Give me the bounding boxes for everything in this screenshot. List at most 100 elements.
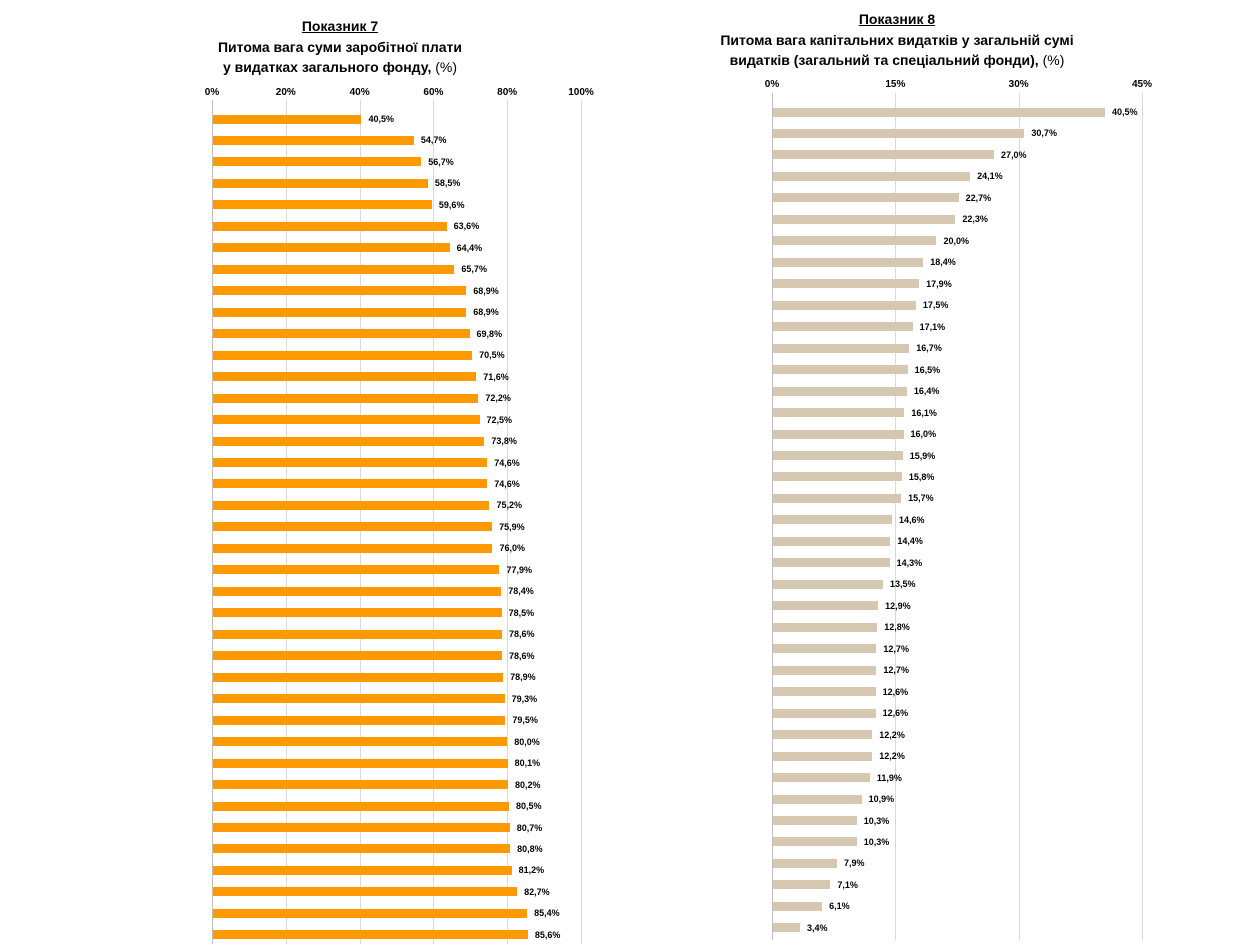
data-label: 14,3%	[896, 557, 923, 568]
data-label: 79,3%	[511, 693, 538, 704]
data-label: 12,2%	[879, 751, 905, 762]
data-label: 58,5%	[434, 178, 461, 189]
bar	[213, 780, 508, 790]
chart-8-title: Показник 8 Питома вага капітальних видат…	[647, 9, 1147, 71]
bar	[213, 329, 470, 339]
bar	[213, 372, 477, 382]
bar	[213, 350, 473, 360]
data-label: 78,5%	[508, 607, 535, 618]
bar	[213, 543, 493, 553]
chart-8-unit: (%)	[1042, 52, 1065, 68]
bar	[213, 586, 502, 596]
data-label: 72,5%	[486, 414, 513, 425]
chart-8-title-line-1: Питома вага капітальних видатків у загал…	[720, 31, 1074, 48]
bar	[773, 429, 904, 439]
data-label: 74,6%	[494, 457, 520, 468]
bar	[773, 837, 857, 847]
data-label: 81,2%	[518, 865, 545, 876]
bar	[773, 128, 1025, 138]
bar	[213, 415, 480, 425]
y-axis-line	[772, 93, 773, 940]
bar	[773, 687, 876, 697]
bar	[213, 522, 493, 532]
x-tick-label: 0%	[204, 87, 220, 98]
data-label: 78,6%	[509, 650, 535, 661]
x-tick-label: 20%	[275, 87, 296, 98]
data-label: 75,2%	[496, 500, 523, 511]
bar	[213, 157, 422, 167]
bar	[773, 365, 908, 375]
data-label: 12,2%	[879, 729, 905, 740]
data-label: 10,3%	[863, 836, 890, 847]
data-label: 68,9%	[473, 285, 499, 296]
bar	[773, 493, 902, 503]
bar	[213, 114, 362, 124]
gridline	[581, 100, 582, 944]
data-label: 77,9%	[506, 564, 532, 575]
bar	[773, 193, 959, 203]
gridline	[433, 100, 435, 944]
bar	[773, 880, 831, 890]
data-label: 12,7%	[883, 665, 909, 676]
data-label: 68,9%	[473, 307, 499, 318]
bar	[213, 737, 508, 747]
bar	[773, 751, 873, 761]
bar	[213, 264, 455, 274]
data-label: 59,6%	[438, 199, 465, 210]
data-label: 85,4%	[534, 908, 560, 919]
bar	[213, 286, 467, 296]
bar	[213, 458, 488, 468]
data-label: 13,5%	[890, 579, 916, 590]
data-label: 40,5%	[368, 114, 394, 124]
x-tick-label: 0%	[764, 79, 780, 90]
chart-7-title-line-1: Питома вага суми заробітної плати	[217, 38, 462, 55]
data-label: 80,8%	[517, 843, 543, 854]
data-label: 12,9%	[885, 600, 911, 611]
data-label: 65,7%	[461, 264, 487, 275]
bar	[773, 279, 920, 289]
data-label: 69,8%	[476, 328, 503, 339]
bar	[773, 708, 876, 718]
data-label: 22,3%	[962, 214, 988, 225]
bar	[773, 901, 823, 911]
data-label: 79,5%	[512, 715, 538, 726]
bar	[213, 844, 511, 854]
bar	[773, 150, 994, 160]
bar	[773, 622, 878, 632]
bar	[213, 651, 503, 661]
bar	[773, 107, 1105, 117]
bar	[773, 579, 883, 589]
data-label: 78,9%	[510, 672, 536, 683]
bar	[213, 930, 528, 940]
data-label: 27,0%	[1001, 149, 1027, 160]
data-label: 80,7%	[516, 822, 543, 833]
data-label: 14,4%	[897, 536, 923, 547]
data-label: 80,5%	[516, 801, 542, 812]
x-tick-label: 40%	[349, 87, 370, 98]
bar	[773, 236, 937, 246]
data-label: 80,0%	[514, 736, 540, 747]
bar	[773, 300, 916, 310]
data-label: 7,1%	[837, 879, 858, 890]
data-label: 12,6%	[882, 708, 909, 719]
data-label: 15,8%	[908, 471, 935, 482]
bar	[213, 135, 414, 145]
bar	[213, 908, 528, 918]
bar	[213, 200, 432, 210]
x-tick-label: 80%	[497, 87, 518, 98]
data-label: 12,6%	[882, 686, 909, 697]
data-label: 17,9%	[926, 278, 952, 289]
bar	[773, 343, 910, 353]
bar	[773, 408, 905, 418]
bar	[773, 386, 907, 396]
data-label: 16,5%	[914, 364, 941, 375]
data-label: 3,4%	[806, 922, 828, 933]
bar	[773, 665, 877, 675]
data-label: 16,7%	[916, 343, 942, 354]
bar	[773, 730, 873, 740]
x-tick-label: 100%	[568, 87, 594, 98]
data-label: 17,1%	[919, 321, 946, 332]
bar	[773, 451, 903, 461]
x-tick-label: 45%	[1131, 79, 1153, 90]
